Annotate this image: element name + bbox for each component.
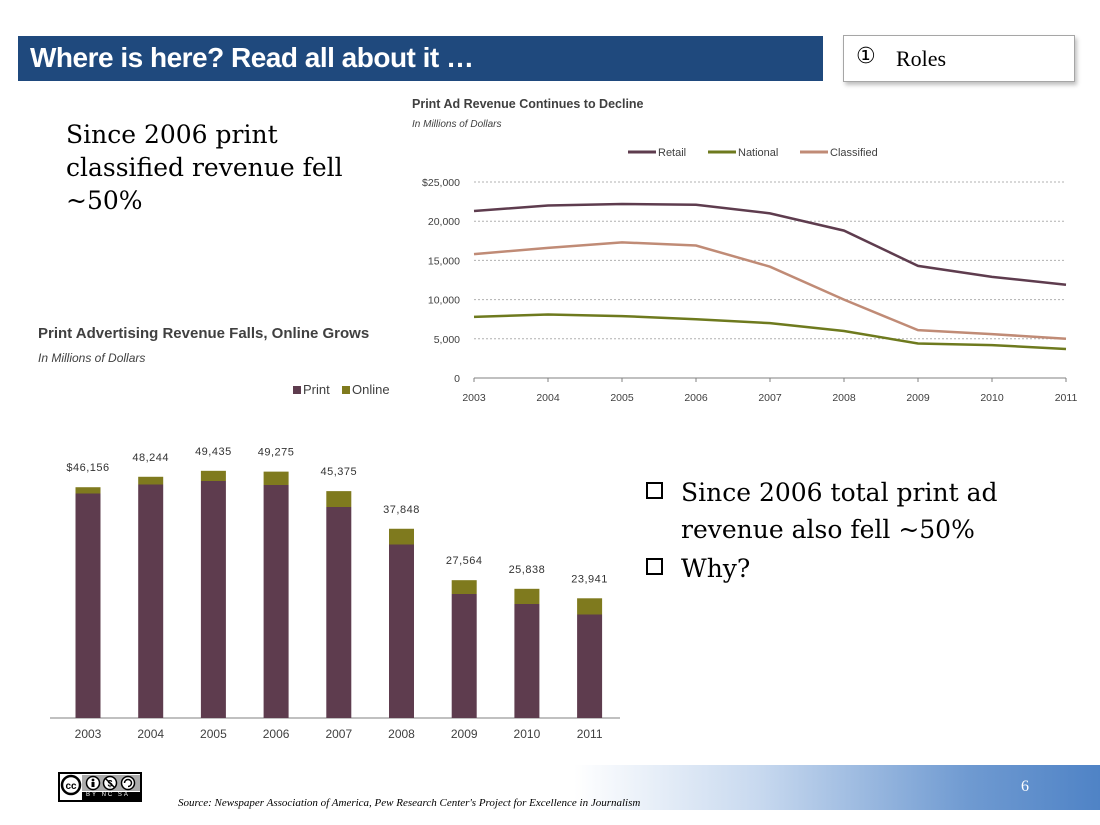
x-tick-label: 2008 [832,392,856,404]
legend-label: National [738,147,778,159]
bar-total-label: 48,244 [132,452,169,464]
slide-title: Where is here? Read all about it … [30,42,474,73]
bar-total-label: 25,838 [509,564,546,576]
y-tick-label: $25,000 [422,177,460,189]
x-tick-label: 2003 [75,727,102,741]
cc-license-badge[interactable]: cc $ BY NC SA [58,772,142,802]
bullet-text-why: Why? [681,554,751,583]
svg-text:cc: cc [65,781,77,792]
bar-total-label: 45,375 [320,466,357,478]
x-tick-label: 2011 [1055,392,1078,404]
bar-online [326,491,352,507]
title-bar: Where is here? Read all about it … [18,36,823,81]
y-tick-label: 0 [454,373,460,385]
x-tick-label: 2005 [200,727,227,741]
line-chart-legend: Retail National Classified [628,147,878,159]
x-tick-label: 2010 [514,727,541,741]
y-tick-label: 5,000 [434,334,460,346]
bar-chart-bars [50,470,620,719]
footer-band [574,765,1100,810]
bar-online [389,528,414,545]
series-line-national [473,313,1067,351]
y-tick-label: 10,000 [428,295,460,307]
y-tick-label: 15,000 [428,255,460,267]
circled-one-icon: ① [856,44,876,69]
legend-label: Online [352,382,390,397]
x-tick-label: 2003 [462,392,486,404]
legend-label: Classified [830,147,878,159]
roles-box[interactable]: ① Roles [843,35,1075,82]
legend-swatch [293,386,301,394]
x-tick-label: 2006 [263,727,290,741]
bar-print [138,484,164,718]
source-citation: Source: Newspaper Association of America… [178,797,641,809]
bar-online [451,580,477,594]
line-chart-gridlines [474,181,1066,379]
x-tick-label: 2004 [137,727,164,741]
bar-total-label: $46,156 [66,462,109,474]
roles-label: Roles [896,46,947,71]
bar-online [200,470,226,481]
bar-print [200,481,226,718]
legend-label: Retail [658,147,686,159]
line-chart-series [473,202,1067,351]
bar-print [389,544,414,718]
bar-print [514,604,540,718]
bar-print [75,493,101,718]
bar-chart-legend: Print Online [293,382,390,397]
y-tick-label: 20,000 [428,216,460,228]
bar-total-label: 23,941 [571,573,608,585]
classified-claim-text: Since 2006 print classified revenue fell… [66,120,343,215]
bar-total-label: 37,848 [383,504,420,516]
line-chart-title: Print Ad Revenue Continues to Decline [412,97,644,111]
bar-chart: Print Advertising Revenue Falls, Online … [38,325,620,741]
x-tick-label: 2007 [325,727,352,741]
bar-total-label: 49,435 [195,446,232,458]
bullet-text-revenue: Since 2006 total print ad revenue also f… [681,478,998,544]
x-tick-label: 2004 [536,392,560,404]
bullet-item: Why? [646,550,1066,587]
bar-online [138,476,164,485]
bar-online [514,588,540,604]
bar-online [75,487,101,494]
page-number: 6 [1021,778,1029,795]
bar-chart-subtitle: In Millions of Dollars [38,351,145,365]
series-line-retail [473,202,1067,286]
line-chart-subtitle: In Millions of Dollars [412,119,501,130]
bar-online [263,471,289,485]
x-tick-label: 2006 [684,392,708,404]
bar-chart-total-labels: $46,156 48,244 49,435 49,275 45,375 37,848 27,… [66,446,608,585]
bar-print [263,485,289,718]
bar-online [577,598,603,615]
legend-label: Print [303,382,330,397]
bar-print [451,594,477,718]
line-chart: Print Ad Revenue Continues to Decline In… [412,97,1077,404]
line-chart-y-ticks: 0 5,000 10,000 15,000 20,000 $25,000 [422,177,460,385]
bar-chart-title: Print Advertising Revenue Falls, Online … [38,325,369,342]
bar-print [577,614,603,718]
bullet-item: Since 2006 total print ad revenue also f… [646,474,1066,548]
bar-total-label: 27,564 [446,555,483,567]
x-tick-label: 2008 [388,727,415,741]
bar-print [326,507,352,718]
checkbox-bullet-icon [646,558,663,575]
x-tick-label: 2009 [451,727,478,741]
cc-license-text: BY NC SA [86,792,130,798]
series-line-classified [473,241,1067,341]
x-tick-label: 2009 [906,392,930,404]
x-tick-label: 2007 [758,392,782,404]
checkbox-bullet-icon [646,482,663,499]
x-tick-label: 2010 [980,392,1004,404]
legend-swatch [342,386,350,394]
bar-total-label: 49,275 [258,447,295,459]
cc-by-nc-sa-icon: cc $ [60,774,140,800]
bullet-list: Since 2006 total print ad revenue also f… [646,474,1066,589]
x-tick-label: 2005 [610,392,634,404]
x-tick-label: 2011 [577,727,603,741]
bar-chart-x-ticks: 2003 2004 2005 2006 2007 2008 2009 2010 2011 [75,727,603,741]
line-chart-x-ticks: 2003 2004 2005 2006 2007 2008 2009 2010 2011 [462,378,1077,404]
